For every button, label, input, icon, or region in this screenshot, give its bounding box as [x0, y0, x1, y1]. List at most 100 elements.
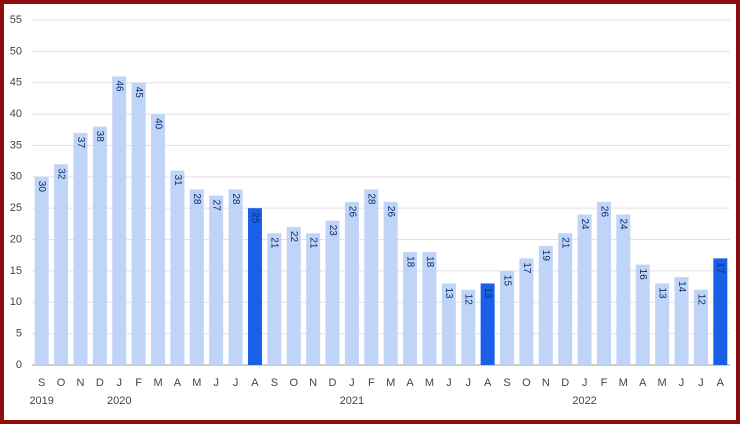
y-tick-label: 0 [16, 359, 22, 371]
y-tick-label: 10 [10, 296, 22, 308]
x-tick-label: A [251, 377, 259, 389]
value-label: 13 [443, 287, 454, 299]
value-label: 23 [327, 225, 338, 237]
value-label: 15 [501, 275, 512, 287]
x-tick-label: J [213, 377, 219, 389]
bar [383, 201, 398, 365]
x-tick-label: M [425, 377, 434, 389]
bar [151, 114, 166, 365]
x-tick-label: J [349, 377, 355, 389]
x-tick-label: J [679, 377, 685, 389]
y-tick-label: 35 [10, 139, 22, 151]
x-tick-label: J [233, 377, 239, 389]
value-label: 31 [172, 175, 183, 187]
value-label: 37 [75, 137, 86, 149]
x-tick-label: M [619, 377, 628, 389]
bar [112, 76, 127, 366]
bar [616, 214, 631, 365]
x-tick-label: M [192, 377, 201, 389]
bar [577, 214, 592, 365]
value-label: 45 [133, 87, 144, 99]
x-tick-label: M [386, 377, 395, 389]
y-tick-label: 40 [10, 108, 22, 120]
bar [92, 126, 107, 366]
x-tick-label: F [368, 377, 375, 389]
x-tick-label: S [38, 377, 45, 389]
x-tick-label: S [503, 377, 510, 389]
y-tick-label: 30 [10, 171, 22, 183]
value-label: 12 [695, 294, 706, 306]
y-tick-label: 50 [10, 45, 22, 57]
bar [480, 283, 495, 365]
y-tick-label: 5 [16, 328, 22, 340]
x-tick-label: F [601, 377, 608, 389]
bar [189, 189, 204, 365]
value-label: 13 [656, 287, 667, 299]
value-label: 24 [618, 218, 629, 230]
value-label: 16 [637, 269, 648, 281]
bar [655, 283, 670, 365]
x-tick-label: O [522, 377, 531, 389]
bar [403, 252, 418, 365]
value-label: 30 [36, 181, 47, 193]
x-tick-label: A [406, 377, 414, 389]
x-tick-label: N [542, 377, 550, 389]
value-label: 27 [211, 200, 222, 212]
bar [461, 289, 476, 365]
bar [538, 245, 553, 365]
x-group-label: 2022 [572, 395, 596, 407]
bar [441, 283, 456, 365]
bar [34, 176, 49, 365]
bar [344, 201, 359, 365]
bar [519, 258, 534, 365]
y-tick-label: 20 [10, 233, 22, 245]
x-tick-label: J [446, 377, 452, 389]
x-tick-label: A [639, 377, 647, 389]
value-label: 24 [579, 218, 590, 230]
x-group-label: 2020 [107, 395, 131, 407]
x-tick-label: A [717, 377, 725, 389]
bar [170, 170, 185, 365]
y-tick-label: 25 [10, 202, 22, 214]
value-label: 22 [288, 231, 299, 243]
x-tick-label: J [117, 377, 123, 389]
x-tick-label: M [153, 377, 162, 389]
bar [558, 233, 573, 365]
bar [228, 189, 243, 365]
y-tick-label: 55 [10, 14, 22, 26]
value-label: 32 [55, 168, 66, 180]
bar [325, 220, 340, 365]
bar [286, 227, 301, 365]
value-label: 13 [482, 287, 493, 299]
x-group-label: 2019 [29, 395, 53, 407]
bar [422, 252, 437, 365]
x-tick-label: D [561, 377, 569, 389]
x-tick-label: N [76, 377, 84, 389]
x-tick-label: F [135, 377, 142, 389]
bar [73, 132, 88, 365]
y-tick-label: 45 [10, 77, 22, 89]
bar [693, 289, 708, 365]
x-tick-label: S [271, 377, 278, 389]
value-label: 18 [404, 256, 415, 268]
value-label: 18 [424, 256, 435, 268]
value-label: 17 [715, 262, 726, 274]
value-label: 21 [560, 237, 571, 249]
value-label: 26 [346, 206, 357, 218]
bar [364, 189, 379, 365]
x-tick-label: J [698, 377, 704, 389]
value-label: 28 [366, 193, 377, 205]
x-tick-label: N [309, 377, 317, 389]
value-label: 38 [94, 131, 105, 143]
y-tick-label: 15 [10, 265, 22, 277]
value-label: 28 [191, 193, 202, 205]
x-tick-label: A [174, 377, 182, 389]
bar [54, 164, 69, 365]
value-label: 40 [152, 118, 163, 130]
x-tick-label: J [466, 377, 472, 389]
x-tick-label: D [96, 377, 104, 389]
value-label: 25 [249, 212, 260, 224]
bar [209, 195, 224, 365]
value-label: 14 [676, 281, 687, 293]
x-tick-label: D [329, 377, 337, 389]
